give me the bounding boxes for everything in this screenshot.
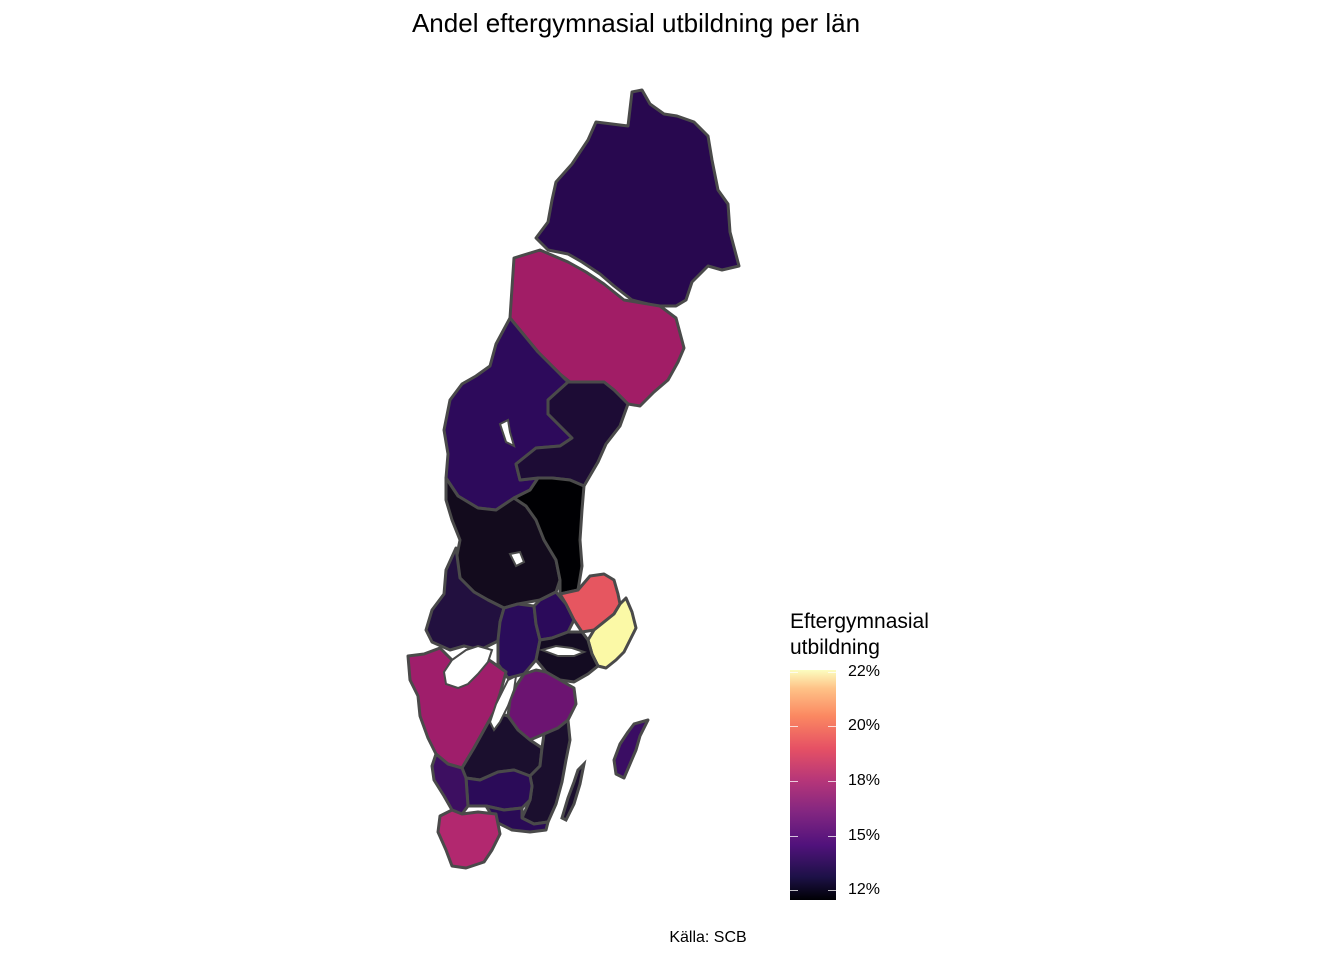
region-norrbotten[interactable] — [534, 88, 741, 308]
legend-title-line1: Eftergymnasial — [790, 610, 929, 633]
legend-title-line2: utbildning — [790, 636, 880, 659]
legend-tick-label: 20% — [848, 717, 881, 734]
source-caption: Källa: SCB — [669, 929, 747, 946]
legend-tick-mark — [790, 781, 798, 782]
region-kronoberg[interactable] — [464, 768, 534, 812]
lake-malaren — [538, 644, 587, 657]
chart-title: Andel eftergymnasial utbildning per län — [411, 8, 861, 38]
legend-title: Eftergymnasial utbildning — [790, 609, 929, 661]
region-vastmanland[interactable] — [532, 590, 576, 642]
legend-tick-label: 22% — [848, 663, 881, 680]
lake-vattern — [488, 674, 518, 732]
legend-tick-mark — [828, 781, 836, 782]
lake-siljan — [508, 550, 526, 568]
legend-tick-mark — [828, 890, 836, 891]
legend-tick-mark — [790, 890, 798, 891]
legend-tick-mark — [790, 672, 798, 673]
legend-tick-mark — [828, 672, 836, 673]
region-blekinge[interactable] — [484, 804, 550, 834]
legend-tick-mark — [828, 726, 836, 727]
legend-tick-mark — [790, 836, 798, 837]
region-gotland[interactable] — [612, 718, 650, 780]
legend-tick-label: 15% — [848, 827, 881, 844]
legend-tick-mark — [828, 836, 836, 837]
island-oland[interactable] — [560, 759, 587, 823]
region-skane[interactable] — [436, 808, 502, 870]
legend-tick-label: 18% — [848, 772, 881, 789]
legend-tick-mark — [790, 726, 798, 727]
lake-vanern — [442, 644, 494, 690]
lake-storsjon — [498, 418, 516, 448]
region-orebro[interactable] — [496, 602, 542, 680]
legend-colorbar — [790, 670, 836, 900]
region-stockholm[interactable] — [586, 596, 638, 670]
legend-tick-label: 12% — [848, 881, 881, 898]
